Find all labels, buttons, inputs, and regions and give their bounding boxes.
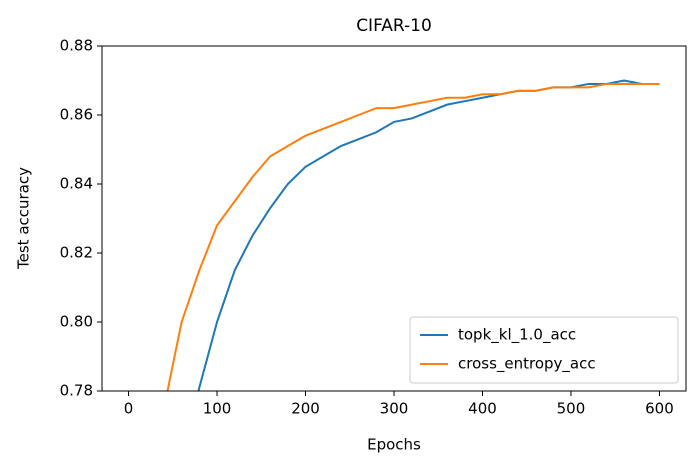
x-tick-label: 100 bbox=[203, 400, 232, 418]
y-tick-label: 0.82 bbox=[60, 244, 93, 262]
x-axis-label: Epochs bbox=[367, 436, 421, 454]
x-tick-label: 400 bbox=[468, 400, 497, 418]
x-tick-label: 500 bbox=[557, 400, 586, 418]
y-tick-label: 0.80 bbox=[60, 313, 93, 331]
x-tick-label: 300 bbox=[380, 400, 409, 418]
chart-title: CIFAR-10 bbox=[356, 16, 432, 36]
x-tick-label: 0 bbox=[124, 400, 134, 418]
y-tick-label: 0.84 bbox=[60, 175, 93, 193]
y-axis-label: Test accuracy bbox=[15, 167, 33, 270]
y-tick-label: 0.88 bbox=[60, 37, 93, 55]
plot-lines bbox=[166, 79, 660, 391]
series-line bbox=[197, 79, 660, 391]
legend-label: topk_kl_1.0_acc bbox=[458, 326, 576, 345]
y-tick-label: 0.78 bbox=[60, 382, 93, 400]
x-tick-label: 200 bbox=[291, 400, 320, 418]
y-tick-label: 0.86 bbox=[60, 106, 93, 124]
x-tick-label: 600 bbox=[645, 400, 674, 418]
legend-box bbox=[409, 316, 679, 384]
series-line bbox=[166, 82, 660, 391]
legend-label: cross_entropy_acc bbox=[458, 355, 596, 374]
